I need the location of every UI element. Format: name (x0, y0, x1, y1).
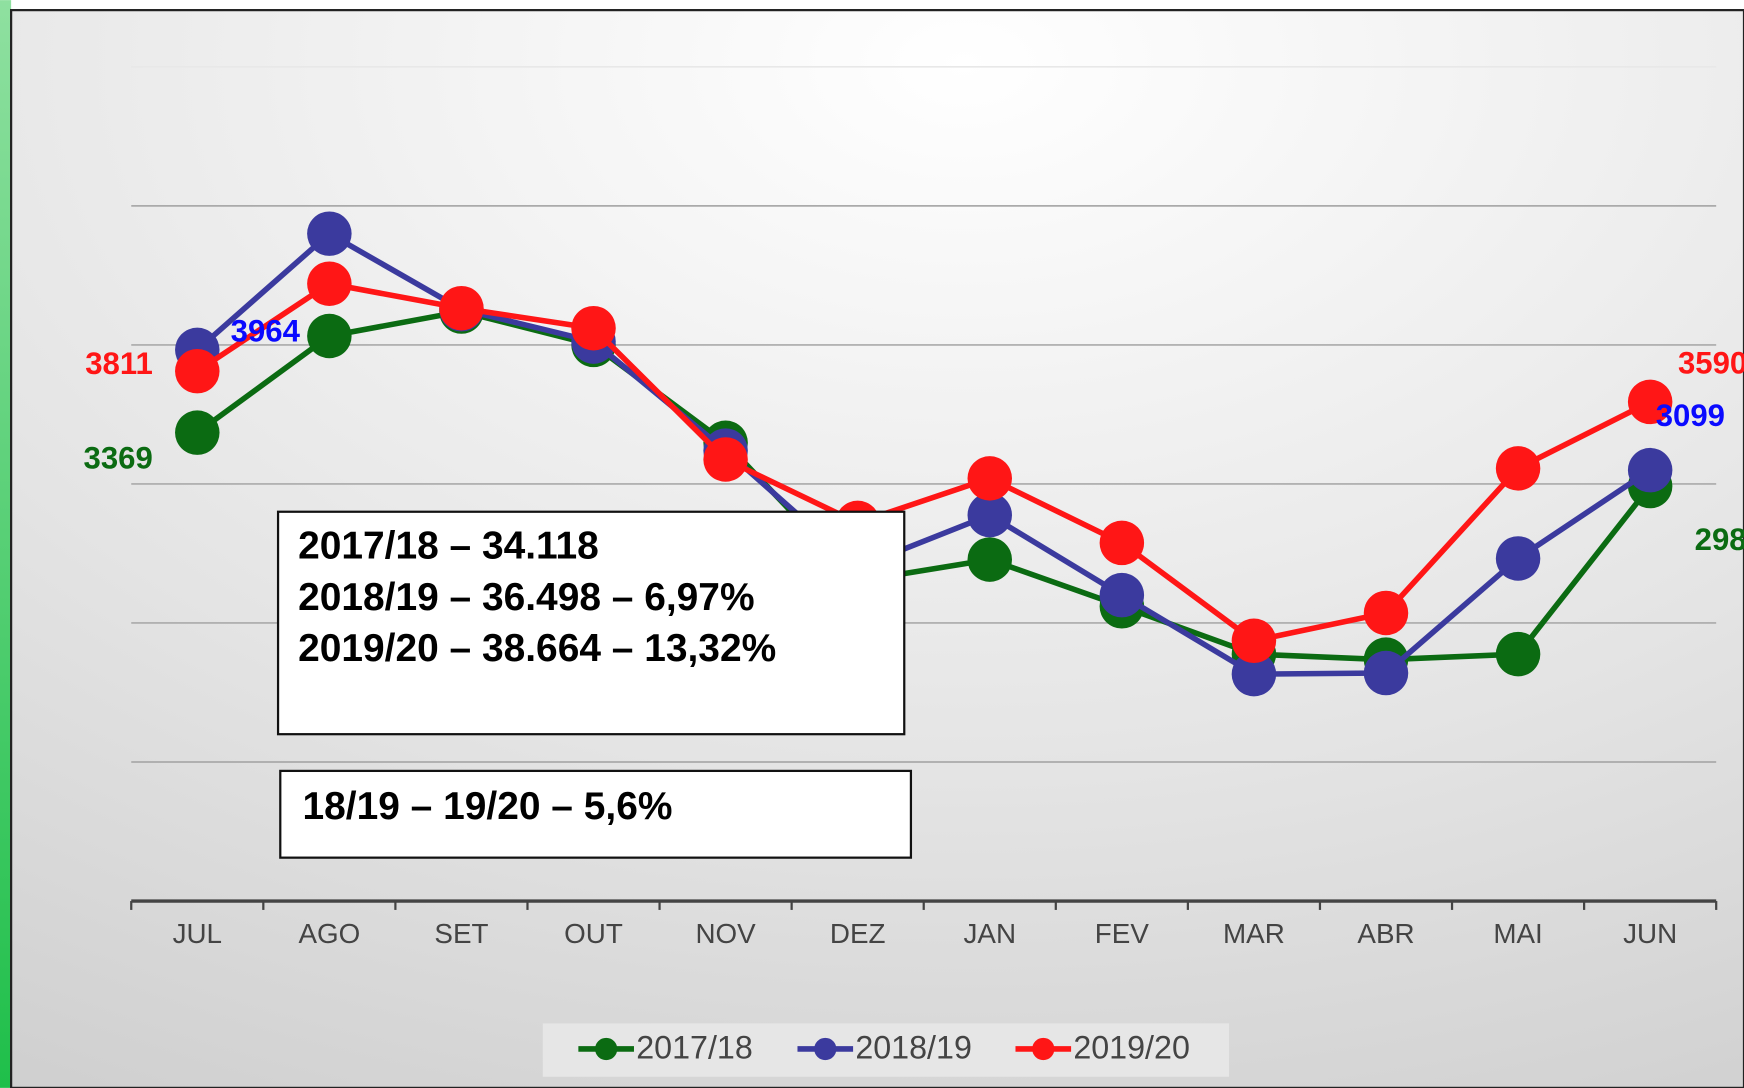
point-marker (1627, 447, 1673, 493)
side-strip (0, 0, 12, 1088)
legend-marker (595, 1037, 618, 1061)
data-label: 2985 (1695, 522, 1744, 557)
data-label: 3099 (1656, 398, 1725, 433)
point-marker (1231, 651, 1277, 697)
series-line (195, 280, 1652, 644)
point-marker (571, 305, 616, 351)
annotation-text: 2019/20 – 38.664 – 13,32% (298, 627, 776, 670)
data-label: 3590 (1678, 345, 1744, 380)
annotation-text: 18/19 – 19/20 – 5,6% (303, 785, 673, 828)
point-marker (175, 348, 220, 394)
data-label: 3811 (85, 346, 153, 381)
point-marker (1495, 631, 1541, 677)
legend-box (542, 1023, 1230, 1077)
legend-label: 2018/19 (855, 1030, 972, 1066)
point-marker (1099, 572, 1145, 618)
x-tick-label: SET (434, 918, 488, 949)
series-line (195, 230, 1652, 677)
annotation-box (276, 510, 906, 736)
point-marker (1627, 379, 1673, 425)
point-marker (1495, 446, 1541, 491)
data-label: 3964 (231, 313, 301, 348)
x-tick-label: AGO (298, 918, 360, 949)
point-marker (1099, 520, 1145, 566)
annotation-text: 2018/19 – 36.498 – 6,97% (298, 576, 754, 619)
point-marker (967, 537, 1013, 582)
x-tick-label: OUT (564, 918, 623, 949)
x-tick-label: DEZ (830, 918, 886, 949)
legend-label: 2019/20 (1073, 1030, 1190, 1066)
x-tick-label: JAN (964, 918, 1017, 949)
x-tick-label: FEV (1095, 918, 1150, 949)
point-marker (307, 261, 352, 306)
x-tick-label: JUL (173, 918, 222, 949)
point-marker (703, 437, 748, 482)
point-marker (307, 313, 352, 359)
point-marker (1363, 590, 1409, 636)
point-marker (1495, 536, 1541, 581)
point-marker (175, 410, 220, 455)
legend-label: 2017/18 (636, 1030, 753, 1066)
x-tick-label: JUN (1623, 918, 1677, 949)
data-label: 3369 (84, 441, 153, 476)
point-marker (1363, 650, 1409, 696)
annotation-box (279, 769, 913, 859)
legend-marker (1032, 1037, 1055, 1061)
point-marker (1231, 618, 1277, 664)
annotation-text: 2017/18 – 34.118 (298, 525, 599, 568)
point-marker (307, 211, 352, 256)
point-marker (967, 492, 1013, 538)
point-marker (439, 285, 484, 331)
x-tick-label: NOV (695, 918, 756, 949)
legend-marker (814, 1037, 837, 1061)
x-tick-label: MAI (1493, 918, 1542, 949)
point-marker (967, 456, 1013, 501)
x-tick-label: ABR (1357, 918, 1414, 949)
x-tick-label: MAR (1223, 918, 1285, 949)
